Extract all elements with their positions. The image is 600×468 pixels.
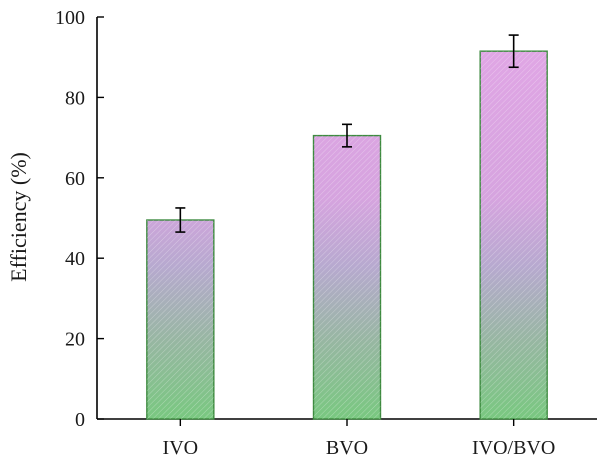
x-tick-label: IVO/BVO (472, 437, 555, 459)
y-tick-label: 80 (65, 87, 85, 109)
y-tick-label: 0 (75, 409, 85, 431)
y-axis-title: Efficiency (%) (6, 152, 31, 282)
y-tick-label: 20 (65, 329, 85, 351)
bar-group (479, 34, 548, 420)
bar-hatch (480, 51, 548, 420)
bar-group (312, 123, 382, 420)
y-tick-label: 100 (55, 7, 85, 29)
x-tick-label: BVO (326, 437, 368, 459)
x-tick-label: IVO (163, 437, 199, 459)
bar-group (146, 207, 215, 420)
bar-hatch (146, 220, 214, 419)
y-tick-label: 40 (65, 248, 85, 270)
y-tick-label: 60 (65, 168, 85, 190)
bar-hatch (313, 135, 381, 419)
